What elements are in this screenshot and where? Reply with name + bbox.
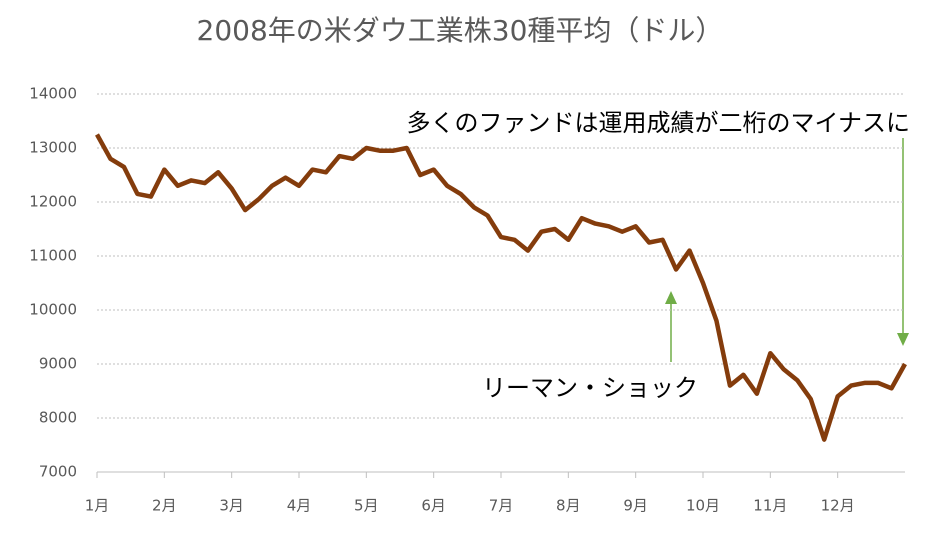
x-tick-label: 8月 [556, 497, 581, 515]
arrow-head [897, 333, 909, 346]
y-tick-label: 7000 [39, 463, 77, 481]
x-tick-label: 11月 [753, 497, 787, 515]
x-tick-label: 7月 [489, 497, 514, 515]
y-tick-label: 8000 [39, 409, 77, 427]
y-tick-label: 9000 [39, 355, 77, 373]
x-tick-label: 10月 [686, 497, 720, 515]
x-tick-label: 2月 [152, 497, 177, 515]
annotation: リーマン・ショック [482, 374, 698, 402]
x-tick-label: 5月 [354, 497, 379, 515]
x-tick-label: 1月 [85, 497, 110, 515]
x-tick-label: 6月 [421, 497, 446, 515]
annotation: 多くのファンドは運用成績が二桁のマイナスに [406, 109, 910, 137]
x-tick-label: 3月 [219, 497, 244, 515]
arrows [665, 138, 909, 362]
y-tick-label: 13000 [29, 139, 77, 157]
x-tick-label: 9月 [623, 497, 648, 515]
y-tick-label: 14000 [29, 85, 77, 103]
y-tick-label: 12000 [29, 193, 77, 211]
y-tick-label: 11000 [29, 247, 77, 265]
x-tick-label: 12月 [821, 497, 855, 515]
arrow-head [665, 291, 677, 304]
chart-title: 2008年の米ダウ工業株30種平均（ドル） [197, 14, 724, 47]
data-line [95, 133, 907, 442]
y-tick-label: 10000 [29, 301, 77, 319]
x-tick-label: 4月 [287, 497, 312, 515]
